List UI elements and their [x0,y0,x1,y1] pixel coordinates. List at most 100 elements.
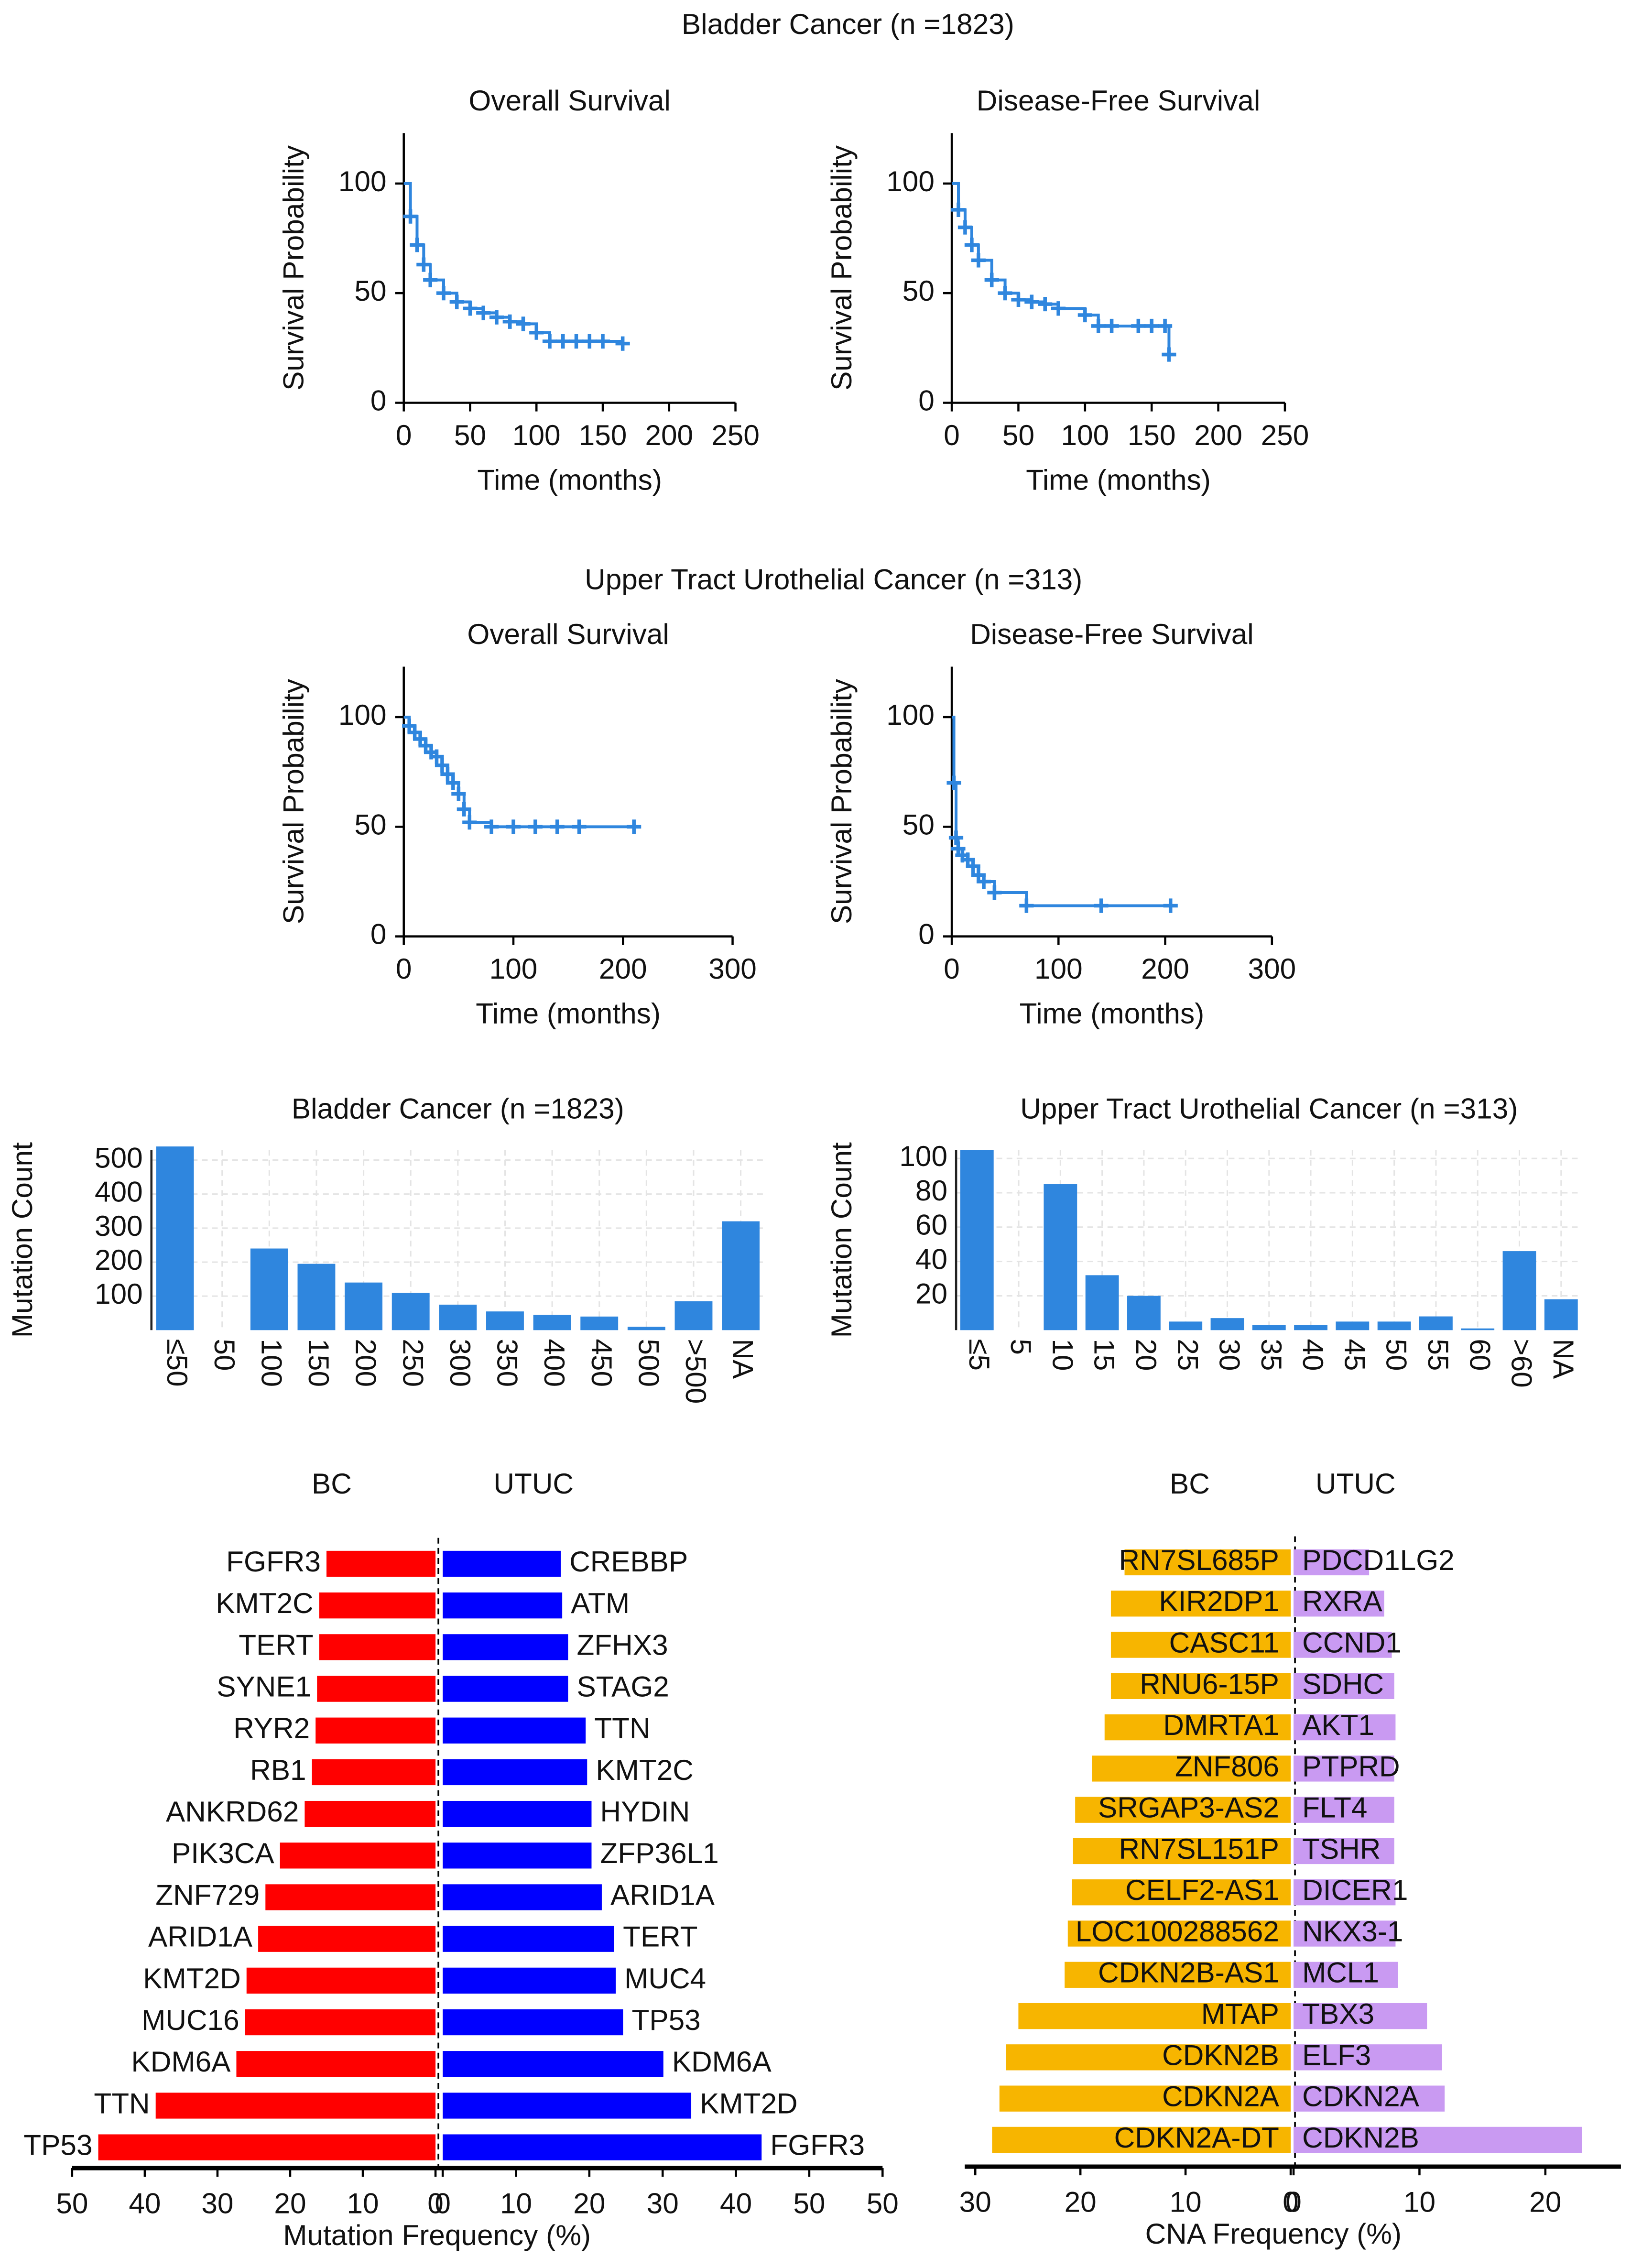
x-tick-label: 300 [1248,952,1296,985]
bar-label: ELF3 [1302,2039,1371,2071]
y-tick-label: 100 [338,165,387,197]
bar [999,2085,1291,2112]
x-tick-label: 200 [1194,419,1242,451]
x-axis-label: Time (months) [477,463,662,496]
censor-mark [1091,318,1106,334]
bar [1006,2044,1291,2071]
x-axis-label: CNA Frequency (%) [1145,2217,1402,2250]
bar-label: FGFR3 [226,1545,321,1578]
bar [443,1967,616,1994]
y-axis-label: Survival Probability [825,145,858,391]
bar [1294,1325,1327,1330]
x-tick-label: 0 [944,419,960,451]
bar [1252,1325,1286,1330]
y-axis-label: Mutation Count [825,1142,858,1338]
bar-label: TP53 [632,2004,701,2036]
censor-mark [984,273,999,287]
censor-mark [987,885,1002,900]
bar [443,1926,615,1952]
y-tick-label: 0 [370,384,387,416]
bar [1124,1549,1291,1576]
x-tick-label: 0 [1283,2185,1299,2218]
censor-mark [946,775,961,790]
x-axis-label: Time (months) [1020,997,1205,1030]
censor-mark [436,286,451,301]
bar-label: TTN [94,2087,150,2119]
x-tick-label: 10 [1046,1339,1079,1371]
x-tick-label: 55 [1422,1339,1455,1371]
x-tick-label: >500 [680,1339,712,1404]
censor-mark [951,202,966,217]
censor-mark [416,257,431,272]
bar [297,1264,336,1330]
censor-mark [569,334,584,349]
bar [1294,2044,1442,2071]
bar-label: CDKN2A [1162,2080,1279,2113]
bar [391,1293,430,1330]
x-tick-label: 100 [489,952,538,985]
bar [627,1327,665,1330]
bar [1294,1756,1394,1782]
bar [1419,1316,1453,1330]
bar [1294,1797,1394,1823]
bar-label: KMT2C [216,1587,313,1619]
series-header: UTUC [493,1467,574,1500]
bar [1018,2003,1291,2029]
censor-mark [1024,294,1039,309]
bar [1377,1321,1411,1330]
censor-mark [1051,301,1066,316]
censor-mark [489,310,504,325]
censor-mark [403,209,418,224]
y-tick-label: 50 [354,274,386,307]
censor-mark [976,874,991,889]
chart-title: Disease-Free Survival [977,84,1260,117]
survival-curve [952,182,1171,355]
bar [722,1221,760,1330]
bar-label: RN7SL151P [1119,1832,1279,1865]
bar [1085,1275,1119,1330]
bar [315,1717,436,1744]
x-tick-label: 60 [1464,1339,1496,1371]
bar [246,1967,436,1994]
y-axis-label: Survival Probability [277,678,309,924]
x-tick-label: 25 [1172,1339,1204,1371]
x-tick-label: 40 [720,2187,752,2219]
bar-label: KMT2C [596,1754,693,1786]
bar [439,1304,477,1330]
bar [443,2134,762,2160]
x-tick-label: 30 [647,2187,679,2219]
censor-mark [1019,898,1034,913]
y-tick-label: 0 [370,918,387,950]
bar-label: SYNE1 [217,1670,311,1703]
chart-title: Bladder Cancer (n =1823) [292,1092,624,1125]
x-tick-label: 30 [959,2185,991,2218]
y-tick-label: 100 [95,1277,143,1310]
censor-mark [1163,898,1178,913]
bar-label: KIR2DP1 [1159,1585,1279,1617]
heading: Upper Tract Urothelial Cancer (n =313) [585,563,1082,596]
x-tick-label: 30 [201,2187,233,2219]
bar [258,1926,436,1952]
bar [345,1282,383,1330]
chart-title: Upper Tract Urothelial Cancer (n =313) [1020,1092,1518,1125]
x-tick-label: 50 [208,1339,241,1371]
bar-label: MUC4 [624,1962,706,1995]
bar [1104,1714,1291,1741]
censor-mark [542,334,557,349]
bar [319,1592,436,1619]
survival-curve [403,182,624,344]
bar-label: KDM6A [131,2045,231,2078]
x-tick-label: 15 [1088,1339,1121,1371]
x-tick-label: 20 [1130,1339,1163,1371]
x-tick-label: 20 [1065,2185,1097,2218]
censor-mark [1104,318,1119,334]
bar [1110,1673,1291,1699]
bar-label: FGFR3 [770,2129,865,2161]
censor-mark [1011,292,1026,307]
bar-label: DMRTA1 [1163,1709,1279,1741]
x-tick-label: NA [727,1339,760,1379]
bar [443,1759,587,1786]
censor-mark [484,819,499,834]
bar [1294,1962,1398,1988]
